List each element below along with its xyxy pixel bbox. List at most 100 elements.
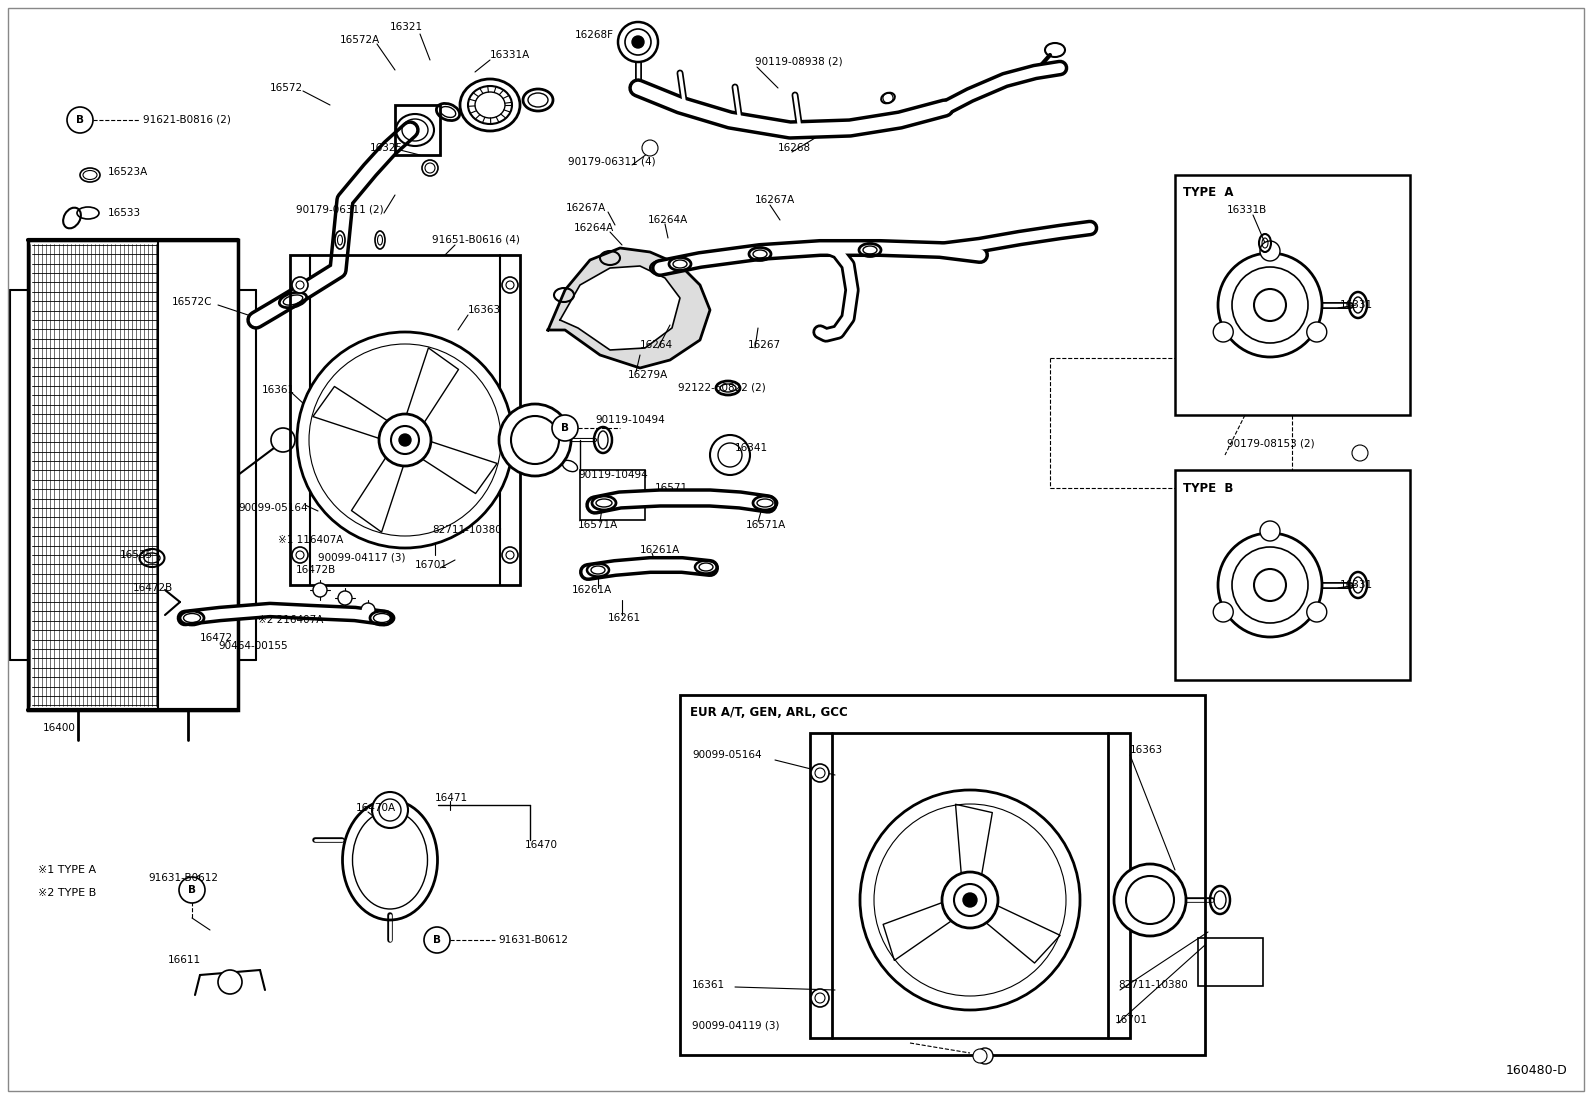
Text: 16472B: 16472B (296, 565, 336, 575)
Bar (1175, 470, 1411, 680)
Text: 90099-05164: 90099-05164 (693, 750, 761, 761)
Circle shape (392, 426, 419, 454)
Polygon shape (970, 897, 1060, 963)
Circle shape (506, 551, 514, 559)
Circle shape (373, 792, 408, 828)
Text: 16264: 16264 (640, 340, 673, 349)
Circle shape (1307, 322, 1326, 342)
Circle shape (942, 872, 998, 928)
Text: 16363: 16363 (1130, 745, 1164, 755)
Text: 16261: 16261 (608, 613, 642, 623)
Circle shape (271, 428, 295, 452)
Polygon shape (548, 248, 710, 368)
Polygon shape (406, 435, 497, 493)
Circle shape (361, 603, 376, 617)
Text: 16571A: 16571A (578, 520, 618, 530)
Circle shape (296, 281, 304, 289)
Text: 91621-B0816 (2): 91621-B0816 (2) (143, 115, 231, 125)
Text: 16261A: 16261A (572, 585, 613, 595)
Circle shape (178, 877, 205, 903)
Text: ※1 TYPE A: ※1 TYPE A (38, 865, 96, 875)
Circle shape (1352, 445, 1368, 460)
Text: 16533: 16533 (108, 208, 142, 218)
Text: 90119-10494: 90119-10494 (595, 415, 665, 425)
Text: 16701: 16701 (416, 560, 447, 570)
Polygon shape (352, 441, 409, 532)
Circle shape (379, 799, 401, 821)
Polygon shape (400, 348, 458, 440)
Text: B: B (433, 935, 441, 945)
Text: 16267A: 16267A (567, 203, 607, 213)
Text: 16572C: 16572C (172, 297, 212, 307)
Circle shape (1259, 241, 1280, 260)
Text: 90099-04119 (3): 90099-04119 (3) (693, 1020, 780, 1030)
Text: 90179-06311 (2): 90179-06311 (2) (296, 206, 384, 215)
Text: 82711-10380: 82711-10380 (1118, 980, 1188, 990)
Circle shape (379, 414, 431, 466)
Text: 16571A: 16571A (747, 520, 786, 530)
Text: 90464-00155: 90464-00155 (218, 641, 288, 651)
Text: 16325: 16325 (369, 143, 403, 153)
Circle shape (552, 415, 578, 441)
Circle shape (314, 582, 326, 597)
Text: 16472B: 16472B (134, 582, 174, 593)
Text: ※2 216407A: ※2 216407A (258, 615, 323, 625)
Circle shape (291, 547, 307, 563)
Bar (158, 240, 237, 710)
Circle shape (860, 790, 1079, 1010)
Circle shape (506, 281, 514, 289)
Text: 16279A: 16279A (627, 370, 669, 380)
Text: 16268F: 16268F (575, 30, 615, 40)
Text: 16331: 16331 (1340, 300, 1374, 310)
Circle shape (977, 1048, 993, 1064)
Circle shape (1259, 521, 1280, 541)
Text: 91631-B0612: 91631-B0612 (498, 935, 568, 945)
Circle shape (1232, 547, 1309, 623)
Circle shape (1218, 253, 1321, 357)
Circle shape (67, 107, 92, 133)
Text: 16264A: 16264A (648, 215, 688, 225)
Text: 16523A: 16523A (108, 167, 148, 177)
Text: 16472: 16472 (201, 633, 232, 643)
Circle shape (632, 36, 645, 48)
Circle shape (425, 163, 435, 173)
Text: 16261A: 16261A (640, 545, 680, 555)
Text: ※1 116407A: ※1 116407A (279, 535, 344, 545)
Text: 16471: 16471 (435, 793, 468, 803)
Circle shape (423, 926, 451, 953)
Circle shape (291, 277, 307, 293)
Text: 90179-06311 (4): 90179-06311 (4) (568, 157, 656, 167)
Circle shape (815, 993, 825, 1003)
Circle shape (815, 768, 825, 778)
Circle shape (954, 884, 985, 915)
Circle shape (1213, 322, 1234, 342)
Text: 16361: 16361 (263, 385, 295, 395)
Text: 16400: 16400 (43, 723, 76, 733)
Bar (810, 733, 1130, 1037)
Text: 16470: 16470 (525, 840, 559, 850)
Text: 16535: 16535 (119, 550, 153, 560)
Text: 16321: 16321 (390, 22, 423, 32)
Text: 82711-10380: 82711-10380 (431, 525, 501, 535)
Circle shape (810, 989, 829, 1007)
Text: 91651-B0616 (4): 91651-B0616 (4) (431, 235, 521, 245)
Text: 90119-10494: 90119-10494 (578, 470, 648, 480)
Text: TYPE  B: TYPE B (1183, 481, 1234, 495)
Text: 16341: 16341 (736, 443, 767, 453)
Circle shape (1232, 267, 1309, 343)
Text: 16701: 16701 (1114, 1015, 1148, 1025)
Polygon shape (314, 387, 404, 445)
Text: TYPE  A: TYPE A (1183, 187, 1234, 200)
Text: B: B (76, 115, 84, 125)
Circle shape (338, 591, 352, 606)
Text: 16268: 16268 (778, 143, 812, 153)
Circle shape (298, 332, 513, 548)
Circle shape (511, 417, 559, 464)
Circle shape (626, 29, 651, 55)
Polygon shape (560, 266, 680, 349)
Circle shape (1114, 864, 1186, 936)
Text: ※2 TYPE B: ※2 TYPE B (38, 888, 96, 898)
Circle shape (1254, 569, 1286, 601)
Text: 16470A: 16470A (357, 803, 396, 813)
Circle shape (963, 893, 977, 907)
